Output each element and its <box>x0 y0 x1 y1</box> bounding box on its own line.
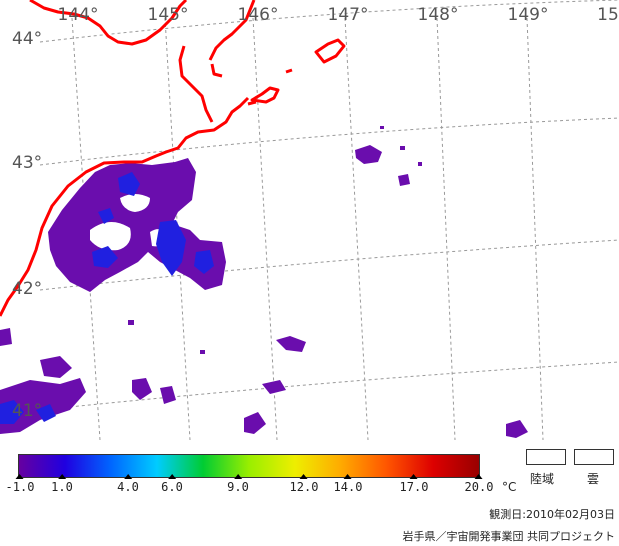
colorbar-tick: 17.0 <box>400 476 429 494</box>
lon-label-147: 147° <box>328 5 369 25</box>
cloud-legend-label: 雲 <box>587 472 600 486</box>
lat-label-44: 44° <box>12 29 42 49</box>
colorbar-unit: °C <box>502 480 517 494</box>
sst-small-patches <box>0 126 528 438</box>
sst-purple-area <box>48 158 226 292</box>
lat-label-43: 43° <box>12 153 42 173</box>
colorbar-ticks: -1.0 1.0 4.0 6.0 9.0 12.0 14.0 17.0 20.0 <box>0 476 619 500</box>
temperature-colorbar <box>18 454 480 478</box>
colorbar-tick: 4.0 <box>117 476 139 494</box>
colorbar-tick: 9.0 <box>227 476 249 494</box>
lon-label-148: 148° <box>418 5 459 25</box>
sst-blue-small <box>0 400 56 424</box>
land-legend-swatch <box>526 449 566 465</box>
colorbar-tick: 20.0 <box>465 476 494 494</box>
land-legend-label: 陸域 <box>530 472 555 486</box>
sst-blue-patches <box>92 172 214 276</box>
lon-label-150: 15 <box>597 5 619 25</box>
cloud-legend-swatch <box>574 449 614 465</box>
lat-label-42: 42° <box>12 279 42 299</box>
lon-label-145: 145° <box>148 5 189 25</box>
colorbar-tick: 6.0 <box>161 476 183 494</box>
lat-label-41: 41° <box>12 401 42 421</box>
lon-label-146: 146° <box>238 5 279 25</box>
colorbar-tick: 14.0 <box>334 476 363 494</box>
colorbar-tick: -1.0 <box>6 476 35 494</box>
colorbar-tick: 1.0 <box>51 476 73 494</box>
sst-map: 144° 145° 146° 147° 148° 149° 15 44° 43°… <box>0 0 619 440</box>
credit-text: 岩手県／宇宙開発事業団 共同プロジェクト <box>402 530 616 543</box>
observation-date: 観測日:2010年02月03日 <box>489 508 615 521</box>
colorbar-tick: 12.0 <box>290 476 319 494</box>
latitude-gridlines <box>39 0 619 411</box>
lon-label-144: 144° <box>58 5 99 25</box>
coastline <box>0 0 346 317</box>
lon-label-149: 149° <box>508 5 549 25</box>
